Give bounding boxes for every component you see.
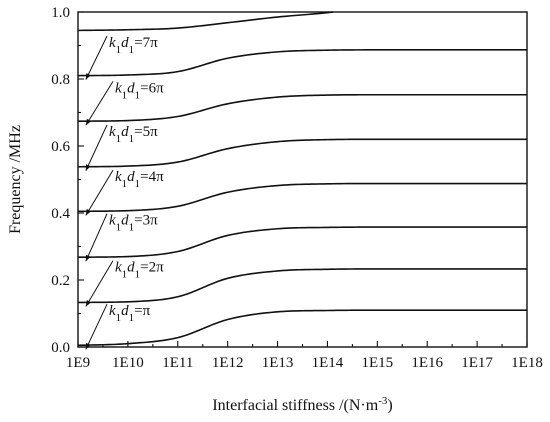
series-line-7 <box>77 49 527 77</box>
curve-label: k1d1=3π <box>109 213 158 234</box>
curve-annotation: k1d1=2π <box>85 260 164 307</box>
curve-label: k1d1=7π <box>109 35 158 56</box>
annotation-arrow-line <box>85 303 108 350</box>
annotation-arrow-line <box>85 81 114 126</box>
x-tick-label: 1E13 <box>262 355 294 371</box>
series-line-1 <box>77 309 527 347</box>
x-tick-label: 1E10 <box>112 355 144 371</box>
x-tick-label: 1E16 <box>411 355 443 371</box>
series-line-3 <box>77 226 527 259</box>
annotation-arrow-head <box>85 208 92 216</box>
y-tick-label: 0.0 <box>51 340 70 356</box>
annotation-arrow-line <box>85 169 114 216</box>
y-tick-label: 0.8 <box>51 72 70 88</box>
curve-label: k1d1=π <box>109 303 151 324</box>
x-tick-label: 1E9 <box>66 355 90 371</box>
series-line-5 <box>77 138 527 168</box>
curve-label: k1d1=2π <box>115 260 164 281</box>
curve-annotation: k1d1=4π <box>85 169 164 216</box>
y-tick-label: 0.4 <box>51 206 70 222</box>
curve-annotation: k1d1=5π <box>85 124 158 171</box>
series-line-2 <box>77 268 527 304</box>
curve-annotation: k1d1=3π <box>85 213 158 262</box>
curve-annotation: k1d1=7π <box>85 35 158 80</box>
curve-label: k1d1=6π <box>115 80 164 101</box>
annotation-arrow-line <box>85 124 108 171</box>
curve-label: k1d1=4π <box>115 169 164 190</box>
annotation-arrow-head <box>85 164 91 171</box>
x-tick-label: 1E12 <box>212 355 244 371</box>
x-tick-label: 1E11 <box>162 355 193 371</box>
x-axis-title: Interfacial stiffness /(N·m-3) <box>212 395 392 414</box>
annotation-arrow-line <box>85 260 114 307</box>
series-line-6 <box>77 93 527 123</box>
x-tick-label: 1E18 <box>511 355 543 371</box>
series-line-8 <box>77 11 334 32</box>
x-tick-label: 1E17 <box>461 355 493 371</box>
y-axis-title: Frequency /MHz <box>7 125 24 234</box>
annotation-arrow-head <box>85 342 91 350</box>
curve-annotation: k1d1=6π <box>85 80 164 126</box>
y-tick-label: 0.2 <box>51 273 70 289</box>
annotation-arrow-line <box>85 35 108 80</box>
annotation-arrow-head <box>85 300 92 307</box>
x-tick-label: 1E14 <box>312 355 344 371</box>
annotation-arrow-head <box>85 254 91 262</box>
x-tick-label: 1E15 <box>361 355 393 371</box>
y-tick-label: 0.6 <box>51 139 70 155</box>
y-tick-label: 1.0 <box>51 5 70 21</box>
curve-label: k1d1=5π <box>109 124 158 145</box>
curve-annotation: k1d1=π <box>85 303 151 350</box>
annotation-arrow-head <box>85 118 92 126</box>
annotation-arrow-head <box>85 73 91 80</box>
annotation-arrow-line <box>85 213 108 262</box>
series-line-4 <box>77 182 527 213</box>
